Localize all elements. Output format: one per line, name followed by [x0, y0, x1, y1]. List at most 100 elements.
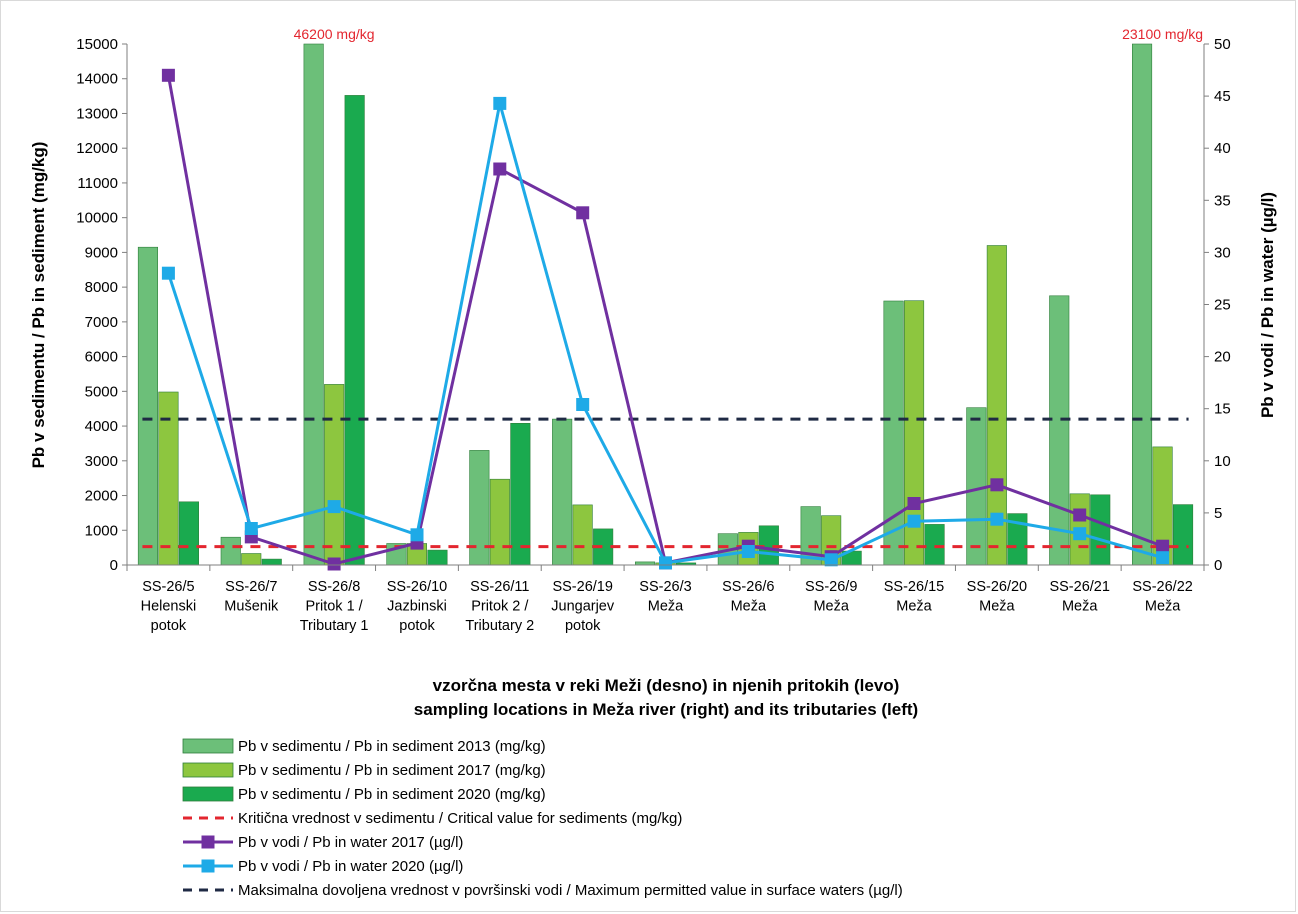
- bar-2-cat-5: [489, 478, 510, 566]
- line-2-point-13: [1156, 551, 1170, 565]
- x-category-label-5-line-3: Tributary 2: [465, 618, 534, 634]
- legend: Pb v sedimentu / Pb in sediment 2013 (mg…: [182, 738, 903, 899]
- line-1-point-1: [161, 68, 175, 82]
- bar-3-cat-1: [178, 501, 199, 566]
- y-left-tick-label-3: 2000: [85, 488, 118, 505]
- line-2-point-11: [990, 512, 1004, 526]
- bar-1-cat-13: [1132, 43, 1153, 566]
- bar-1-cat-3: [303, 43, 324, 566]
- bar-2-cat-2: [241, 553, 262, 566]
- line-1-point-6: [576, 206, 590, 220]
- y-left-tick-label-13: 12000: [76, 140, 118, 157]
- line-2-point-5: [493, 96, 507, 110]
- line-1-point-10: [907, 497, 921, 510]
- y-right-tick-label-9: 40: [1214, 140, 1231, 157]
- x-category-label-12-line-1: SS-26/21: [1049, 579, 1109, 595]
- x-axis-title-line-2: sampling locations in Meža river (right)…: [414, 700, 918, 719]
- bar-3-cat-13: [1173, 504, 1194, 566]
- x-category-label-13-line-1: SS-26/22: [1132, 579, 1192, 595]
- legend-swatch-2: [182, 762, 234, 778]
- y-right-tick-label-2: 5: [1214, 505, 1222, 522]
- y-right-tick-label-5: 20: [1214, 349, 1231, 366]
- y-left-tick-label-12: 11000: [77, 175, 118, 192]
- x-category-label-11-line-1: SS-26/20: [967, 579, 1027, 595]
- line-2-point-10: [907, 514, 921, 528]
- bar-3-cat-12: [1090, 494, 1111, 566]
- line-layer: [161, 68, 1170, 571]
- y-left-tick-label-4: 3000: [85, 453, 118, 470]
- bar-1-cat-6: [552, 418, 573, 566]
- bar-1-cat-12: [1049, 295, 1070, 566]
- x-category-label-3-line-1: SS-26/8: [308, 579, 360, 595]
- x-category-label-4-line-2: Jazbinski: [387, 599, 447, 615]
- y-left-tick-label-10: 9000: [85, 244, 118, 261]
- bar-1-cat-2: [220, 536, 241, 566]
- line-1-point-3: [327, 557, 341, 571]
- line-2-point-3: [327, 500, 341, 514]
- x-category-label-1-line-1: SS-26/5: [142, 579, 194, 595]
- y-right-tick-label-4: 15: [1214, 401, 1231, 418]
- line-1-point-13: [1156, 539, 1170, 553]
- y-right-tick-label-10: 45: [1214, 88, 1231, 105]
- line-2-point-8: [741, 545, 755, 558]
- bar-2-cat-3: [324, 384, 345, 566]
- line-2-point-1: [161, 266, 175, 280]
- legend-label-6: Pb v vodi / Pb in water 2020 (µg/l): [238, 858, 463, 875]
- line-1-point-5: [493, 162, 507, 176]
- x-category-label-11-line-2: Meža: [979, 599, 1015, 615]
- legend-label-7: Maksimalna dovoljena vrednost v površins…: [238, 882, 903, 899]
- line-2-point-6: [576, 398, 590, 411]
- y-axis-left-title: Pb v sedimentu / Pb in sediment (mg/kg): [29, 142, 48, 469]
- x-category-label-6-line-1: SS-26/19: [552, 579, 612, 595]
- y-left-tick-label-2: 1000: [85, 522, 118, 539]
- legend-label-1: Pb v sedimentu / Pb in sediment 2013 (mg…: [238, 738, 546, 755]
- x-category-label-8-line-2: Meža: [731, 599, 767, 615]
- line-2-point-12: [1073, 527, 1087, 541]
- y-axis-right-title: Pb v vodi / Pb in water (µg/l): [1258, 192, 1277, 418]
- y-left-tick-label-6: 5000: [85, 383, 118, 400]
- line-1-point-11: [990, 478, 1004, 492]
- line-2-point-7: [659, 556, 672, 570]
- bar-1-cat-11: [966, 407, 987, 566]
- x-axis-title-line-1: vzorčna mesta v reki Meži (desno) in nje…: [433, 676, 900, 695]
- bar-layer: [137, 43, 1194, 566]
- bar-3-cat-10: [924, 524, 945, 566]
- x-category-label-7-line-2: Meža: [648, 599, 684, 615]
- y-left-tick-label-8: 7000: [85, 314, 118, 331]
- y-left-tick-label-5: 4000: [85, 418, 118, 435]
- bar-1-cat-10: [883, 300, 904, 566]
- legend-label-5: Pb v vodi / Pb in water 2017 (µg/l): [238, 834, 463, 851]
- y-right-tick-label-8: 35: [1214, 192, 1231, 209]
- legend-swatch-1: [182, 738, 234, 754]
- legend-label-3: Pb v sedimentu / Pb in sediment 2020 (mg…: [238, 786, 546, 803]
- legend-label-4: Kritična vrednost v sedimentu / Critical…: [238, 810, 682, 827]
- y-left-tick-label-11: 10000: [76, 210, 118, 227]
- x-category-label-10-line-1: SS-26/15: [884, 579, 944, 595]
- x-category-label-4-line-1: SS-26/10: [387, 579, 447, 595]
- y-left-tick-label-9: 8000: [85, 279, 118, 296]
- x-category-label-4-line-3: potok: [399, 618, 435, 634]
- x-category-label-1-line-3: potok: [151, 618, 187, 634]
- x-category-label-3-line-3: Tributary 1: [300, 618, 369, 634]
- y-left-tick-label-7: 6000: [85, 349, 118, 366]
- x-category-label-12-line-2: Meža: [1062, 599, 1098, 615]
- x-category-label-9-line-1: SS-26/9: [805, 579, 857, 595]
- legend-marker-5: [201, 835, 215, 849]
- x-category-label-1-line-2: Helenski: [141, 599, 197, 615]
- annotation-1: 46200 mg/kg: [294, 26, 375, 42]
- y-left-tick-label-1: 0: [110, 557, 118, 574]
- x-category-label-6-line-3: potok: [565, 618, 601, 634]
- x-category-label-5-line-2: Pritok 2 /: [471, 599, 529, 615]
- y-left-tick-label-15: 14000: [76, 71, 118, 88]
- x-category-label-10-line-2: Meža: [896, 599, 932, 615]
- y-right-tick-label-1: 0: [1214, 557, 1222, 574]
- line-2-point-9: [824, 553, 838, 567]
- x-category-label-7-line-1: SS-26/3: [639, 579, 691, 595]
- x-category-label-2-line-1: SS-26/7: [225, 579, 277, 595]
- bar-3-cat-2: [261, 558, 282, 566]
- bar-2-cat-6: [572, 504, 593, 566]
- reference-line-layer: [142, 417, 1189, 549]
- x-category-label-13-line-2: Meža: [1145, 599, 1181, 615]
